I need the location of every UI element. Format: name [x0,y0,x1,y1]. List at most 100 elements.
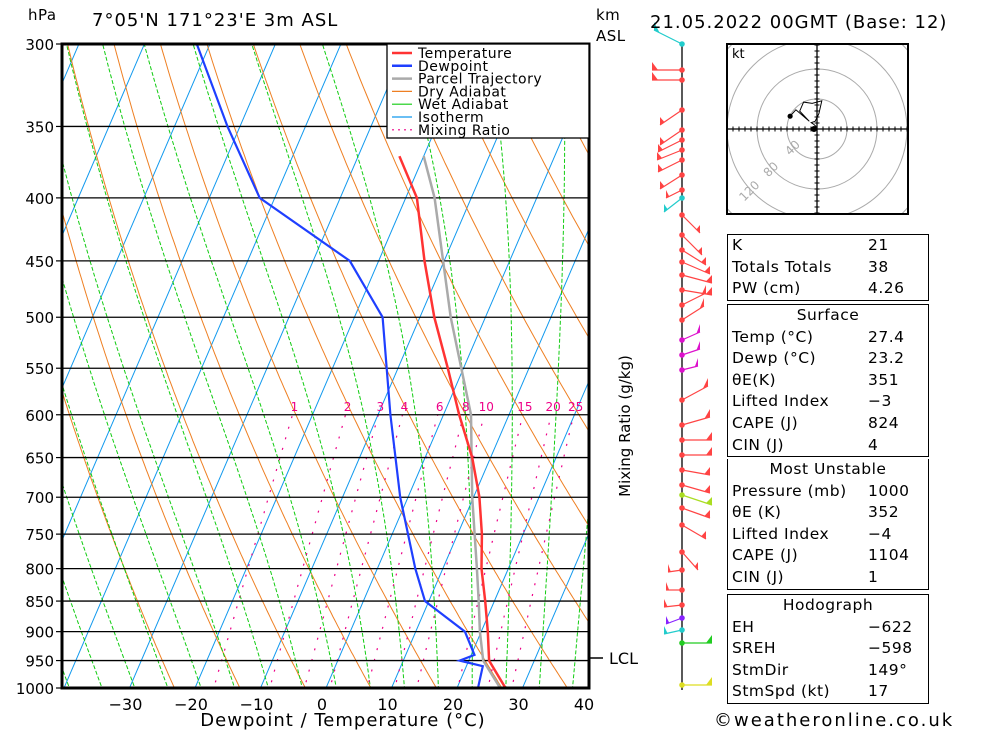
wind-barb-flag [704,510,710,518]
wind-barb-column [652,22,713,690]
wind-level-dot [679,212,685,218]
wind-barb-flag [666,616,670,624]
wind-level-dot [679,302,685,308]
wind-barb-flag [660,137,665,145]
wind-barb [681,484,711,494]
y-tick-label: 550 [25,360,54,378]
wind-level-dot [679,682,685,688]
isotherm-line [62,44,276,542]
wind-level-dot [679,41,685,47]
wind-barb [681,249,707,266]
wind-barb-flag [701,285,706,296]
mixing-ratio-line [511,414,575,688]
mixing-ratio-line [329,414,404,688]
y-tick-label: 650 [25,450,54,468]
y-tick-label: 500 [25,309,54,327]
wind-barb-flag [660,117,665,125]
wet-adiabat-line [62,481,136,688]
isotherm-line [390,227,589,688]
dry-adiabat-line [62,389,175,688]
dry-adiabat-line [252,44,568,688]
wind-level-dot [679,67,685,73]
stat-row: Lifted Index −3 [732,392,892,411]
isotherm-line [62,44,211,390]
dry-adiabat-line [113,44,372,688]
mixing-ratio-axis-label: Mixing Ratio (g/kg) [616,355,634,497]
wind-barb-flag [666,582,670,590]
wind-barb-flag [664,204,668,212]
wet-adiabat-line [62,575,103,688]
wind-level-dot [679,567,685,573]
wind-barb-flag [696,324,700,334]
wind-level-dot [679,522,685,528]
wind-barb-flag [706,447,712,455]
stat-row: SREH −598 [732,639,913,658]
wind-barb [659,174,683,190]
y-tick-label: 800 [25,561,54,579]
copyright-footer[interactable]: ©weatheronline.co.uk [714,710,955,731]
wind-level-dot [679,437,685,443]
wind-level-dot [679,627,685,633]
wind-barb-flag [701,531,706,539]
mixing-ratio-label: 8 [462,400,470,414]
wind-barb-flag [668,564,671,572]
legend-entry: Dewpoint [418,59,489,75]
stat-row: θE(K) 351 [732,370,900,389]
wet-adiabat-line [143,44,337,688]
wind-barb-flag [657,152,662,160]
wind-barb-flag [699,298,704,309]
wind-barb-flag [652,72,658,80]
wind-level-dot [679,367,685,373]
wind-barb [681,261,711,275]
y-tick-label: 1000 [16,680,54,698]
wind-barb-flag [696,341,700,351]
wet-adiabat-line [62,382,169,688]
hodograph-end-dot [787,113,793,119]
wet-adiabat-line [538,44,566,688]
mixing-ratio-line [487,414,552,688]
dewpoint-profile [195,44,485,688]
stat-row: CAPE (J) 824 [732,413,900,432]
isotherm-line [63,44,342,688]
wind-level-dot [679,467,685,473]
dry-adiabat-line [67,44,306,688]
most-unstable-panel: Most Unstable Pressure (mb) 1000 θE (K) 35… [727,459,929,590]
stat-totals-totals: Totals Totals 38 [732,257,889,276]
x-tick-label: 40 [574,695,594,714]
wind-barb-flag [664,599,668,607]
wind-barb-flag [706,287,712,295]
wind-level-dot [679,615,685,621]
dry-adiabat-line [970,7,1000,714]
stat-row: EH −622 [732,617,913,636]
wind-barb-flag [706,275,712,283]
wind-level-dot [679,232,685,238]
wind-level-dot [679,602,685,608]
dry-adiabat-line [392,44,589,433]
wind-level-dot [679,172,685,178]
wet-adiabat-line [487,44,513,688]
location-title: 7°05'N 171°23'E 3m ASL [92,10,339,31]
y-tick-label: 950 [25,653,54,671]
height-unit-km: km [596,6,621,24]
wind-barb-flag [706,677,712,685]
wind-level-dot [679,157,685,163]
isotherm-line [521,532,589,688]
legend-entry: Dry Adiabat [418,84,506,100]
wind-level-dot [679,187,685,193]
parcel-trajectory-profile [422,155,502,688]
mixing-ratio-label: 25 [568,400,583,414]
dry-adiabat-line [484,44,589,247]
wet-adiabat-line [65,44,269,688]
wind-barb [663,197,683,213]
wind-level-dot [679,259,685,265]
wind-level-dot [679,317,685,323]
legend-entry: Parcel Trajectory [418,72,542,88]
wind-level-dot [679,549,685,555]
wind-barb [681,524,707,540]
legend-entry: Mixing Ratio [418,123,510,139]
wind-barb-flag [652,62,658,70]
x-tick-label: 30 [508,695,528,714]
stat-k: K 21 [732,236,889,254]
